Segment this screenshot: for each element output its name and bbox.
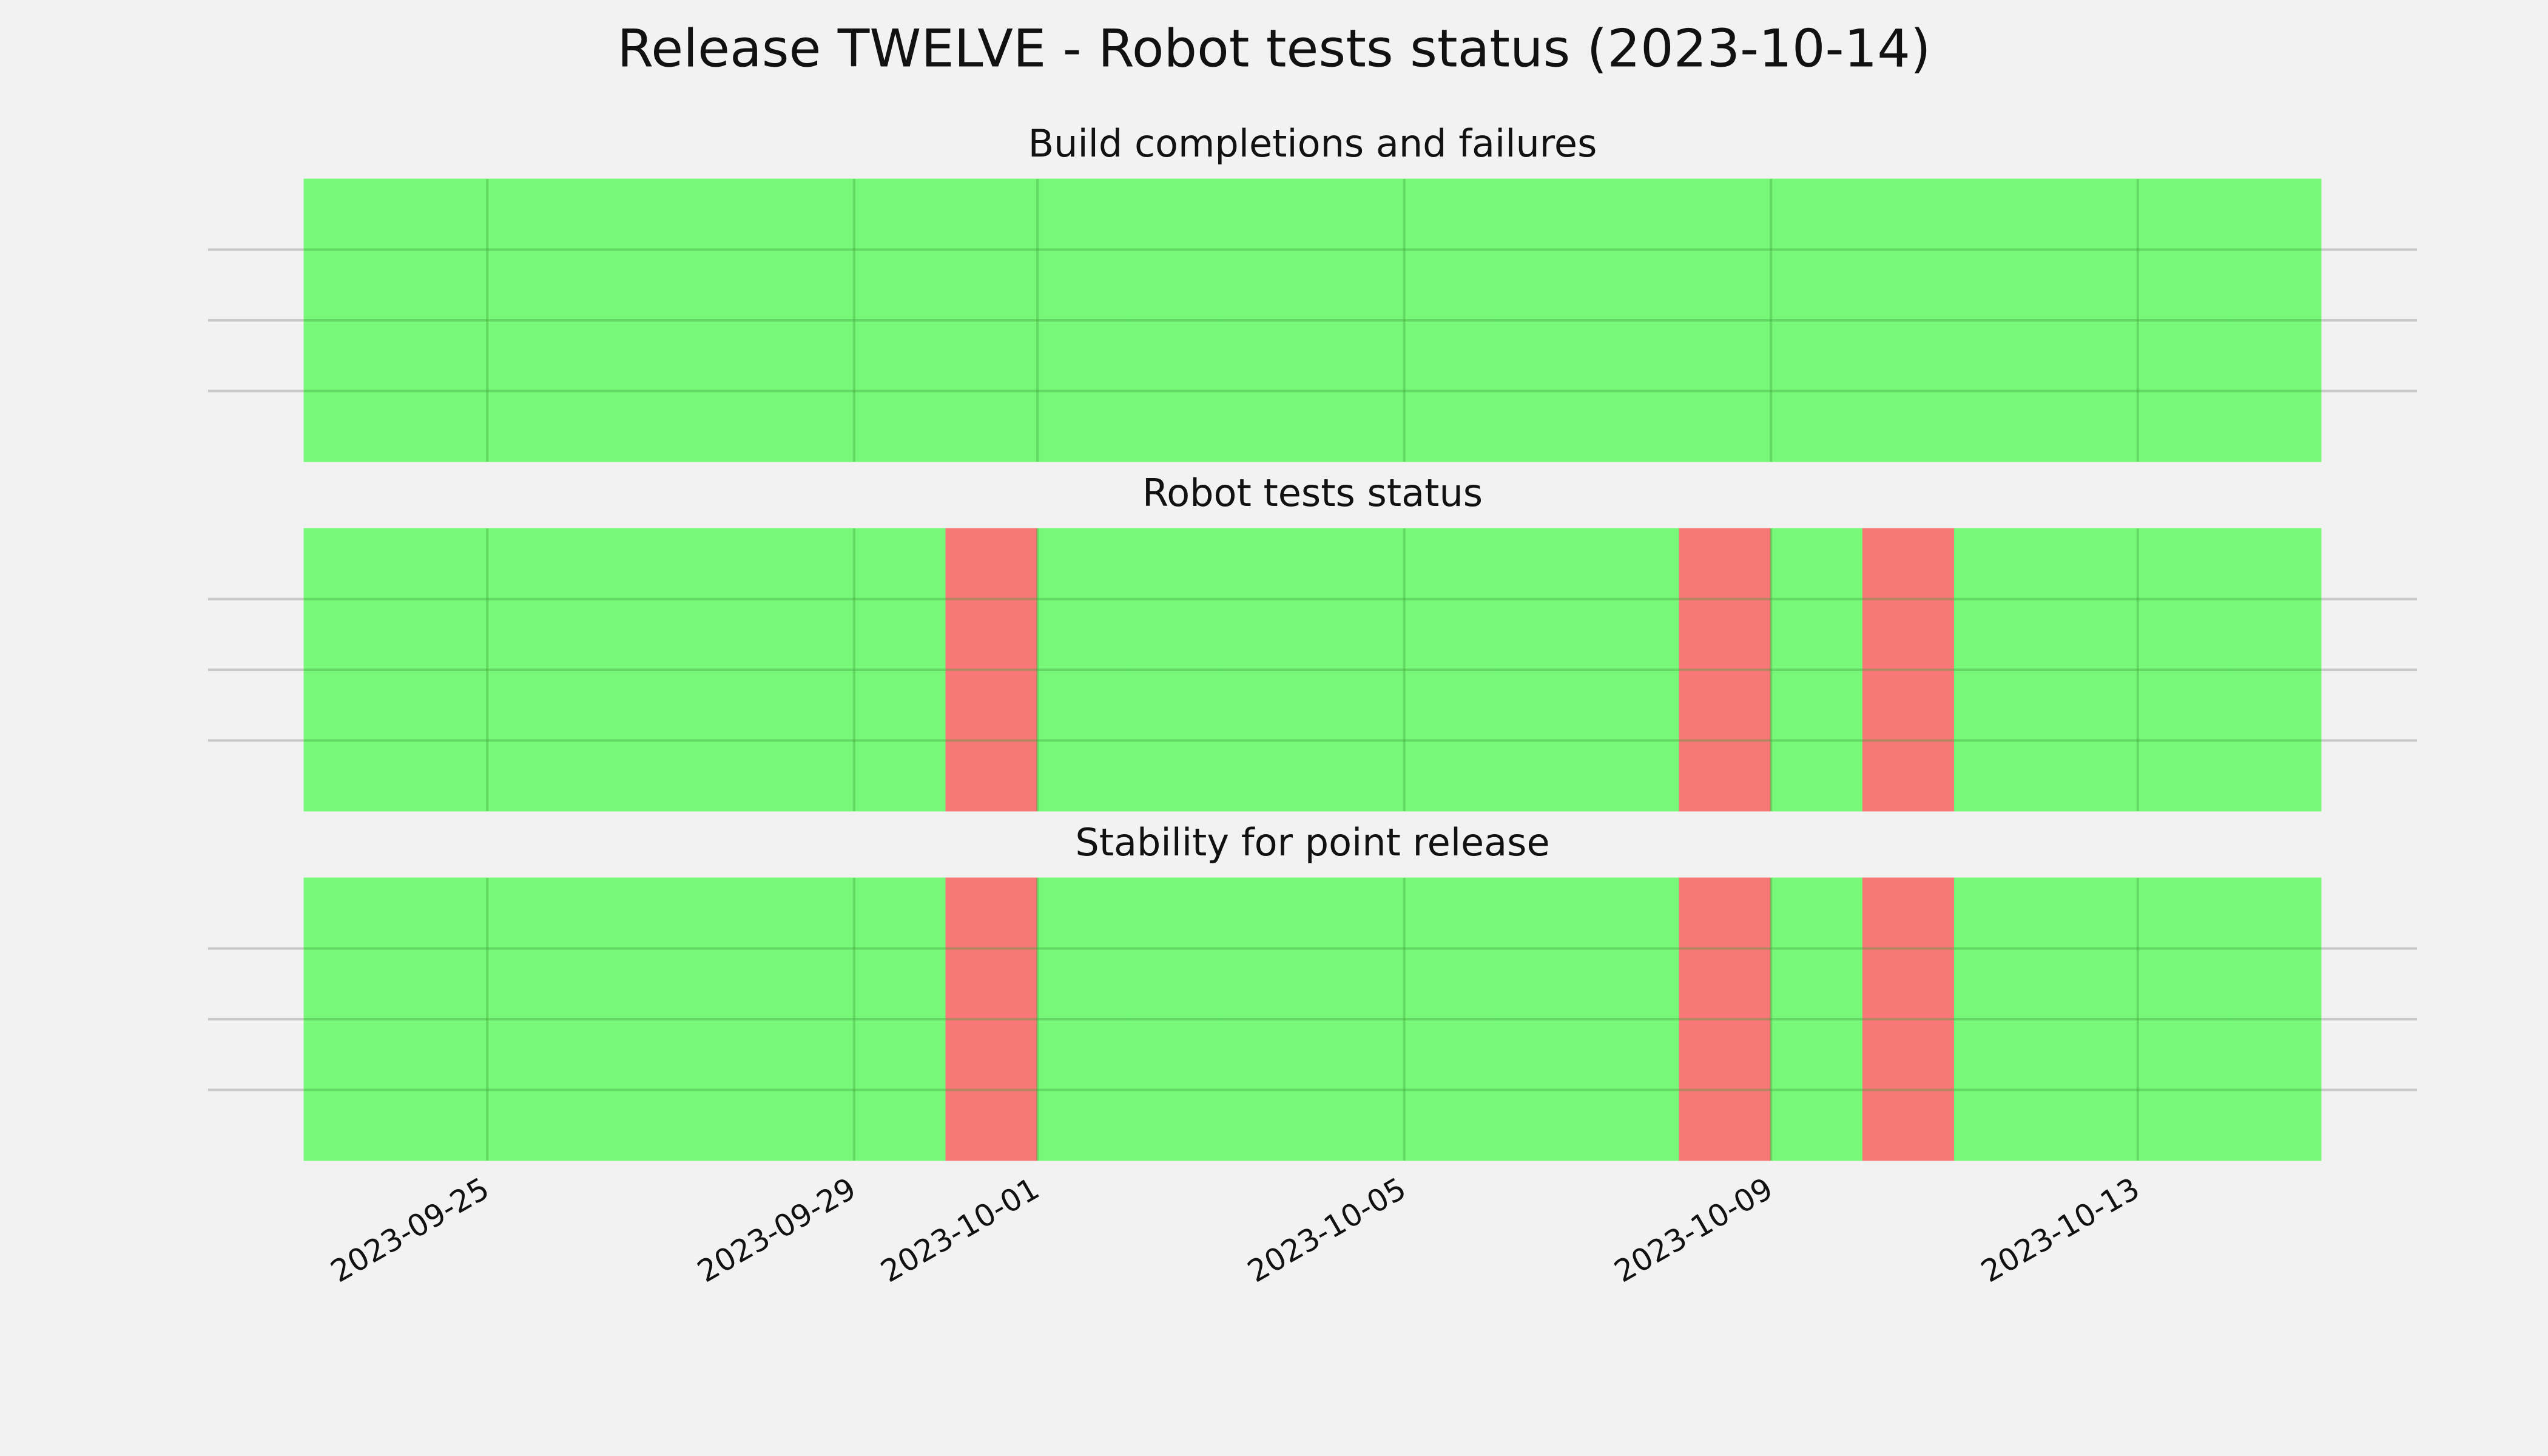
status-bar bbox=[2229, 528, 2322, 812]
status-bar bbox=[1953, 877, 2047, 1161]
status-bar bbox=[1128, 528, 1221, 812]
status-bar bbox=[1953, 528, 2047, 812]
status-bar bbox=[1862, 877, 1955, 1161]
status-bar bbox=[2137, 877, 2230, 1161]
status-bar bbox=[1312, 178, 1405, 462]
figure-title: Release TWELVE - Robot tests status (202… bbox=[617, 18, 1930, 79]
status-bar bbox=[1495, 877, 1588, 1161]
status-bar bbox=[303, 877, 396, 1161]
status-bar bbox=[1862, 528, 1955, 812]
status-bar bbox=[854, 877, 946, 1161]
status-bar bbox=[487, 528, 579, 812]
status-bar bbox=[2046, 877, 2138, 1161]
status-bar bbox=[670, 877, 763, 1161]
status-bar bbox=[1770, 528, 1863, 812]
subplot-title: Stability for point release bbox=[1075, 820, 1549, 864]
status-bar bbox=[670, 528, 763, 812]
status-bar bbox=[2229, 178, 2322, 462]
status-bar bbox=[578, 877, 672, 1161]
status-bar bbox=[762, 178, 855, 462]
status-bar bbox=[1037, 178, 1130, 462]
status-bar bbox=[1404, 877, 1497, 1161]
bars bbox=[303, 178, 2322, 462]
status-bar bbox=[303, 528, 396, 812]
status-bar bbox=[945, 877, 1038, 1161]
status-bar bbox=[2046, 178, 2138, 462]
status-bar bbox=[1679, 877, 1771, 1161]
status-bar bbox=[303, 178, 396, 462]
status-bar bbox=[1404, 178, 1497, 462]
status-bar bbox=[945, 528, 1038, 812]
status-bar bbox=[854, 178, 946, 462]
bars bbox=[303, 877, 2322, 1161]
status-bar bbox=[1312, 528, 1405, 812]
status-bar bbox=[1862, 178, 1955, 462]
status-bar bbox=[1495, 178, 1588, 462]
status-bar bbox=[2229, 877, 2322, 1161]
subplot-title: Robot tests status bbox=[1142, 471, 1483, 515]
subplot-title: Build completions and failures bbox=[1028, 121, 1597, 166]
status-bar bbox=[854, 528, 946, 812]
status-bar bbox=[1953, 178, 2047, 462]
status-bar bbox=[2137, 528, 2230, 812]
status-bar bbox=[945, 178, 1038, 462]
status-bar bbox=[395, 877, 488, 1161]
status-bar bbox=[578, 528, 672, 812]
status-bar bbox=[578, 178, 672, 462]
status-bar bbox=[2137, 178, 2230, 462]
status-bar bbox=[1220, 528, 1313, 812]
status-bar bbox=[1128, 178, 1221, 462]
status-bar bbox=[1770, 178, 1863, 462]
status-bar bbox=[1587, 877, 1680, 1161]
status-bar bbox=[1770, 877, 1863, 1161]
status-bar bbox=[1404, 528, 1497, 812]
status-bar bbox=[1128, 877, 1221, 1161]
status-bar bbox=[1037, 877, 1130, 1161]
status-bar bbox=[1679, 528, 1771, 812]
status-bar bbox=[670, 178, 763, 462]
status-bar bbox=[2046, 528, 2138, 812]
status-bar bbox=[487, 877, 579, 1161]
status-bar bbox=[1312, 877, 1405, 1161]
status-bar bbox=[1037, 528, 1130, 812]
status-bar bbox=[395, 528, 488, 812]
status-bar bbox=[1220, 178, 1313, 462]
status-bar bbox=[487, 178, 579, 462]
status-bar bbox=[1495, 528, 1588, 812]
status-bar bbox=[1220, 877, 1313, 1161]
bars bbox=[303, 528, 2322, 812]
